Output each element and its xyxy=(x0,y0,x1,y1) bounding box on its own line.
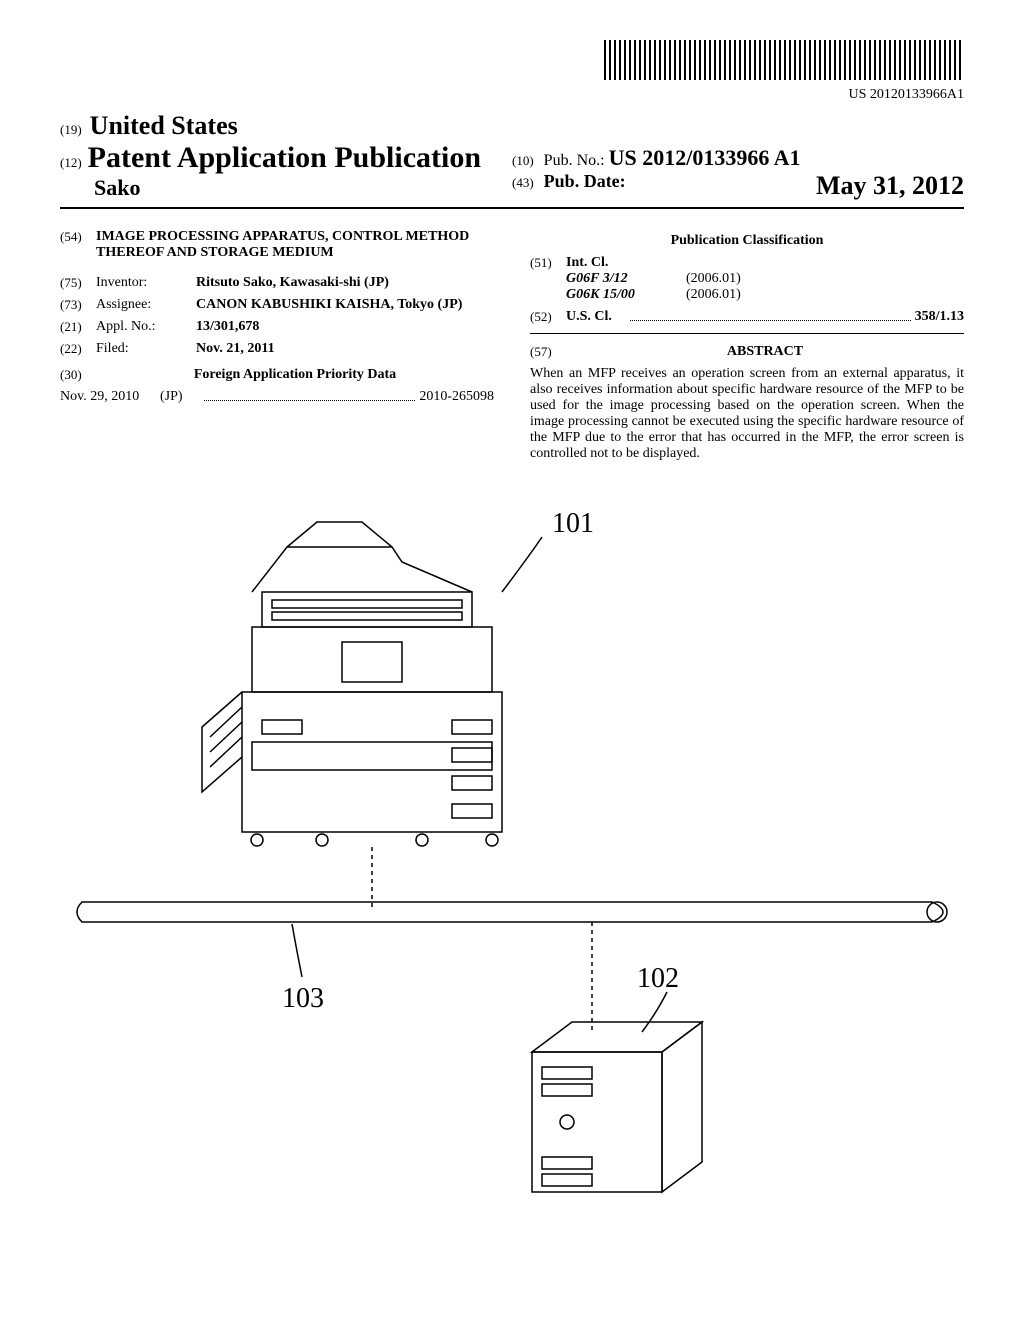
filed-value: Nov. 21, 2011 xyxy=(196,341,494,357)
barcode-label: US 20120133966A1 xyxy=(60,87,964,103)
pc-label: 102 xyxy=(637,963,679,994)
applno-value: 13/301,678 xyxy=(196,319,494,335)
pc-icon xyxy=(532,1022,702,1192)
foreign-date: Nov. 29, 2010 xyxy=(60,389,160,405)
intcl-row-year: (2006.01) xyxy=(686,271,964,287)
pub-code: (12) xyxy=(60,155,82,171)
intcl-row-code: G06K 15/00 xyxy=(566,287,686,303)
abstract-code: (57) xyxy=(530,344,566,360)
uscl-dots xyxy=(630,309,911,321)
filed-label: Filed: xyxy=(96,341,196,357)
uscl-code: (52) xyxy=(530,309,566,325)
inventor-code: (75) xyxy=(60,275,96,291)
inventor-value: Ritsuto Sako, Kawasaki-shi (JP) xyxy=(196,275,494,291)
right-column: Publication Classification (51) Int. Cl.… xyxy=(530,223,964,462)
pub-text: Patent Application Publication xyxy=(88,141,481,175)
header-right: (10) Pub. No.: US 2012/0133966 A1 (43) P… xyxy=(512,145,964,201)
inventor-label: Inventor: xyxy=(96,275,196,291)
assignee-label: Assignee: xyxy=(96,297,196,313)
header: (19) United States (12) Patent Applicati… xyxy=(60,111,964,201)
barcode-graphic xyxy=(604,40,964,80)
country-name: United States xyxy=(90,111,238,140)
left-column: (54) IMAGE PROCESSING APPARATUS, CONTROL… xyxy=(60,223,494,462)
header-rule xyxy=(60,207,964,209)
classif-heading: Publication Classification xyxy=(530,233,964,249)
abstract-heading: ABSTRACT xyxy=(566,344,964,360)
pubno-code: (10) xyxy=(512,153,534,168)
network-label: 103 xyxy=(282,983,324,1014)
pubdate-code: (43) xyxy=(512,175,534,190)
header-left: (19) United States (12) Patent Applicati… xyxy=(60,111,512,201)
country-code: (19) xyxy=(60,122,82,137)
foreign-dots xyxy=(204,389,415,401)
applno-label: Appl. No.: xyxy=(96,319,196,335)
uscl-label: U.S. Cl. xyxy=(566,309,626,325)
filed-code: (22) xyxy=(60,341,96,357)
mfp-label: 101 xyxy=(552,508,594,539)
intcl-row-code: G06F 3/12 xyxy=(566,271,686,287)
mfp-icon xyxy=(202,522,542,846)
assignee-code: (73) xyxy=(60,297,96,313)
foreign-country: (JP) xyxy=(160,389,200,405)
foreign-number: 2010-265098 xyxy=(419,389,494,405)
uscl-value: 358/1.13 xyxy=(915,309,964,325)
foreign-code: (30) xyxy=(60,367,96,383)
invention-title: IMAGE PROCESSING APPARATUS, CONTROL METH… xyxy=(96,229,494,261)
network-icon xyxy=(77,902,947,922)
pubno-label: Pub. No.: xyxy=(544,152,605,169)
applno-code: (21) xyxy=(60,319,96,335)
author-name: Sako xyxy=(94,175,512,201)
pubdate-value: May 31, 2012 xyxy=(816,171,964,201)
foreign-heading: Foreign Application Priority Data xyxy=(96,367,494,383)
assignee-value: CANON KABUSHIKI KAISHA, Tokyo (JP) xyxy=(196,297,494,313)
pubdate-label: Pub. Date: xyxy=(544,171,626,191)
figure-region: 101 103 xyxy=(60,492,964,1212)
intcl-row-year: (2006.01) xyxy=(686,287,964,303)
abstract-text: When an MFP receives an operation screen… xyxy=(530,366,964,462)
pubno-value: US 2012/0133966 A1 xyxy=(609,145,801,170)
figure-svg: 101 103 xyxy=(62,492,962,1212)
barcode-region: US 20120133966A1 xyxy=(60,40,964,103)
intcl-code: (51) xyxy=(530,255,566,303)
right-rule xyxy=(530,333,964,334)
body-columns: (54) IMAGE PROCESSING APPARATUS, CONTROL… xyxy=(60,223,964,462)
intcl-label: Int. Cl. xyxy=(566,255,964,271)
title-code: (54) xyxy=(60,229,96,261)
